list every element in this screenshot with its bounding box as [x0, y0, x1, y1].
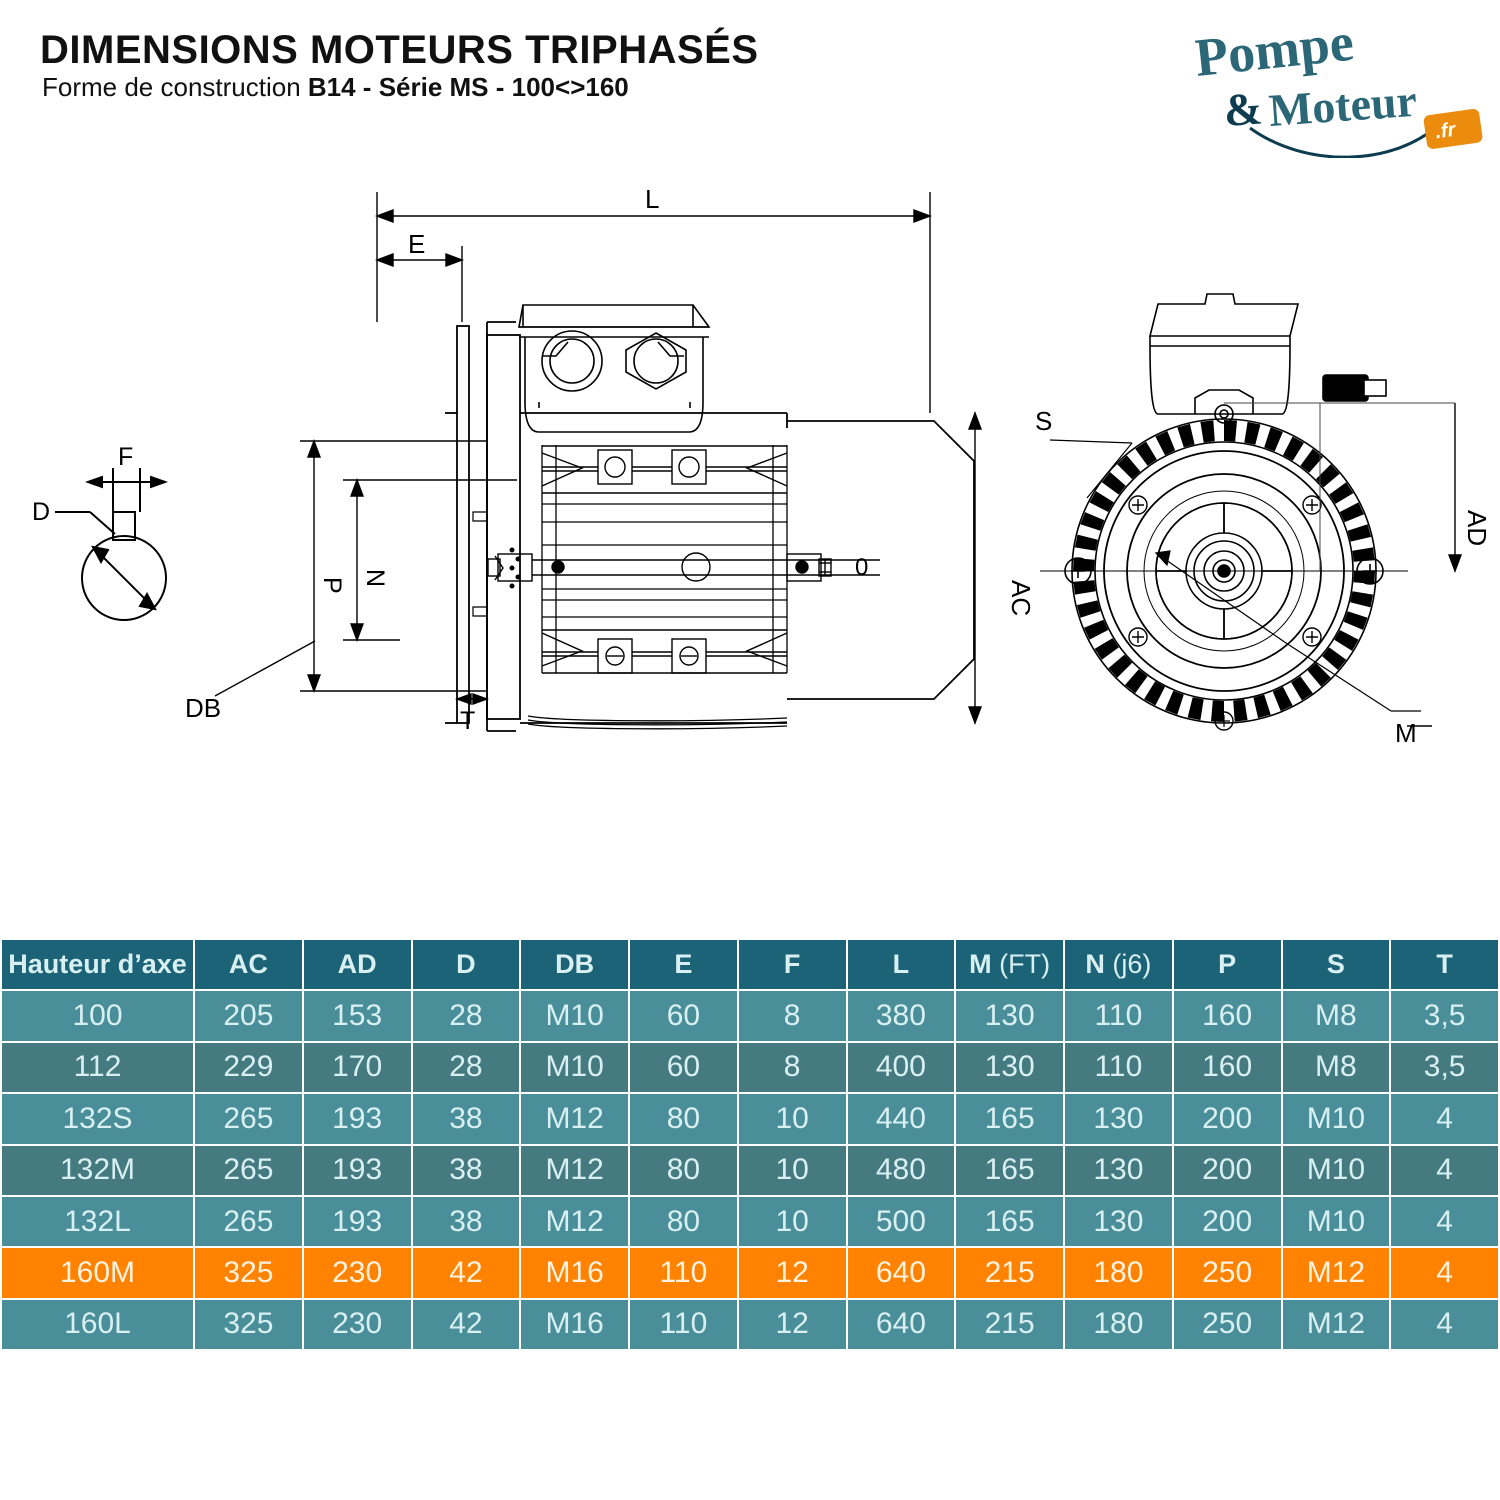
svg-text:S: S — [1035, 406, 1052, 436]
svg-text:E: E — [408, 229, 425, 259]
svg-text:Pompe: Pompe — [1195, 18, 1356, 88]
svg-text:P: P — [318, 577, 346, 594]
svg-text:F: F — [118, 443, 133, 471]
svg-text:T: T — [460, 707, 475, 735]
svg-text:0: 0 — [855, 554, 868, 581]
svg-text:N: N — [361, 569, 389, 587]
svg-text:D: D — [32, 498, 50, 526]
svg-text:AD: AD — [1462, 510, 1492, 546]
svg-text:AC: AC — [1006, 580, 1036, 616]
svg-text:M: M — [1395, 718, 1417, 748]
svg-text:L: L — [645, 184, 659, 214]
svg-text:DB: DB — [185, 693, 221, 723]
svg-text:Moteur: Moteur — [1267, 75, 1418, 136]
svg-text:&: & — [1222, 82, 1264, 136]
